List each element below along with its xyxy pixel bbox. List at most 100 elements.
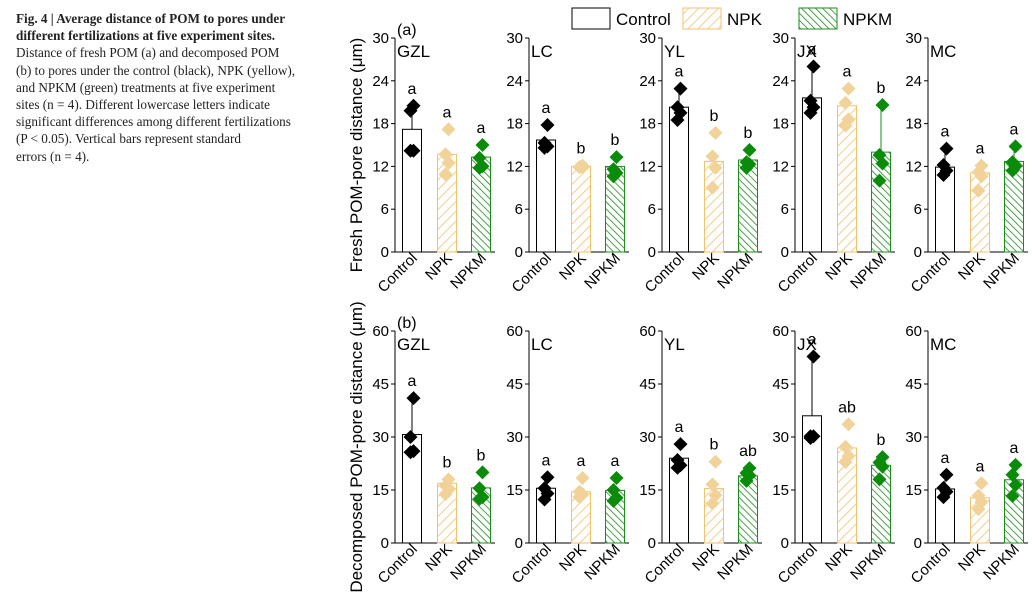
data-point-npk — [705, 149, 720, 164]
bar-npkm — [738, 159, 758, 253]
data-point-control — [936, 490, 951, 505]
legend-label: NPKM — [843, 10, 892, 29]
significance-letter: b — [710, 437, 719, 454]
y-tick-label: 0 — [781, 244, 789, 261]
y-tick-label: 15 — [506, 482, 523, 499]
y-tick-label: 12 — [639, 158, 656, 175]
data-point-control — [939, 467, 954, 482]
y-tick-label: 30 — [639, 30, 656, 47]
data-point-npkm — [606, 169, 621, 184]
panel-b: Decomposed POM-pore distance (μm) 0 15 30 45… — [347, 301, 1028, 593]
significance-letter: ab — [838, 399, 856, 416]
y-tick-label: 0 — [381, 244, 389, 261]
bar-npk — [970, 172, 990, 253]
x-tick-label-npkm: NPKM — [847, 541, 890, 584]
data-point-control — [806, 59, 821, 74]
y-tick-label: 18 — [506, 116, 523, 133]
caption-title-line: Fig. 4 | Average distance of POM to pore… — [16, 11, 286, 26]
legend-item-npkm: NPKM — [798, 7, 892, 30]
y-tick-label: 45 — [772, 376, 789, 393]
y-tick-label: 0 — [648, 244, 656, 261]
data-point-npk — [974, 169, 989, 184]
data-point-npkm — [475, 465, 490, 480]
site-label: LC — [531, 335, 553, 354]
x-tick-label-npkm: NPKM — [447, 250, 490, 293]
caption-body-line: and NPKM (green) treatments at five expe… — [16, 79, 276, 95]
bar-control — [536, 139, 556, 253]
panel-label: (a) — [397, 22, 417, 39]
significance-letter: a — [675, 64, 684, 81]
data-point-npk — [971, 183, 986, 198]
data-point-npkm — [872, 472, 887, 487]
data-point-control — [537, 492, 552, 507]
data-point-npkm — [875, 156, 890, 171]
data-point-npk — [705, 477, 720, 492]
y-tick-label: 24 — [372, 73, 389, 90]
data-point-npk — [705, 496, 720, 511]
y-tick-label: 0 — [648, 535, 656, 552]
data-point-npk — [705, 180, 720, 195]
y-tick-label: 6 — [515, 201, 523, 218]
bar-npk — [704, 160, 724, 253]
y-tick-label: 18 — [639, 116, 656, 133]
data-point-npkm — [872, 173, 887, 188]
bar-control — [669, 106, 689, 253]
significance-letter: a — [675, 419, 684, 436]
y-tick-label: 45 — [372, 376, 389, 393]
data-point-npkm — [606, 493, 621, 508]
data-point-npk — [974, 476, 989, 491]
y-tick-label: 60 — [506, 323, 523, 340]
y-tick-label: 24 — [506, 73, 523, 90]
significance-letter: a — [408, 373, 417, 390]
data-point-npkm — [472, 491, 487, 506]
y-tick-label: 30 — [905, 30, 922, 47]
y-tick-label: 0 — [515, 244, 523, 261]
y-tick-label: 30 — [772, 30, 789, 47]
y-tick-label: 18 — [905, 116, 922, 133]
data-point-control — [939, 141, 954, 156]
data-point-npk — [838, 118, 853, 133]
data-point-npkm — [475, 138, 490, 152]
x-tick-label-npkm: NPKM — [714, 250, 757, 293]
bar-npk — [571, 165, 591, 253]
data-point-npk — [438, 487, 453, 502]
y-tick-label: 30 — [372, 30, 389, 47]
legend-label: Control — [616, 10, 671, 29]
y-tick-label: 15 — [905, 482, 922, 499]
panel-a: Fresh POM-pore distance (μm) 0 6 12 18 24 30 GZ… — [347, 22, 1028, 296]
data-point-npk — [572, 490, 587, 505]
legend-swatch — [798, 7, 838, 30]
y-tick-label: 24 — [905, 73, 922, 90]
site-label: GZL — [397, 42, 430, 61]
y-tick-label: 18 — [772, 116, 789, 133]
y-tick-label: 15 — [372, 482, 389, 499]
site-label: YL — [664, 42, 685, 61]
y-tick-label: 45 — [905, 376, 922, 393]
y-tick-label: 30 — [905, 429, 922, 446]
y-tick-label: 6 — [648, 201, 656, 218]
data-point-npk — [572, 160, 587, 175]
data-point-control — [540, 118, 555, 133]
data-point-control — [936, 167, 951, 182]
data-point-control — [403, 143, 418, 158]
legend-item-control: Control — [571, 7, 671, 30]
site-label: LC — [531, 42, 553, 61]
significance-letter: a — [808, 42, 817, 59]
significance-letter: a — [808, 331, 817, 348]
significance-letter: a — [976, 458, 985, 475]
significance-letter: a — [408, 81, 417, 98]
x-tick-label-npkm: NPKM — [980, 541, 1023, 584]
significance-letter: b — [744, 125, 753, 142]
data-point-control — [406, 391, 421, 406]
significance-letter: ab — [739, 443, 757, 460]
data-point-npk — [708, 125, 723, 140]
y-tick-label: 45 — [639, 376, 656, 393]
legend: Control NPK NPKM — [571, 7, 892, 30]
data-point-npkm — [739, 473, 754, 488]
y-tick-label: 0 — [914, 535, 922, 552]
legend-swatch — [682, 7, 722, 30]
caption-body-line: (P < 0.05). Vertical bars represent stan… — [16, 131, 241, 147]
significance-letter: b — [477, 447, 486, 464]
